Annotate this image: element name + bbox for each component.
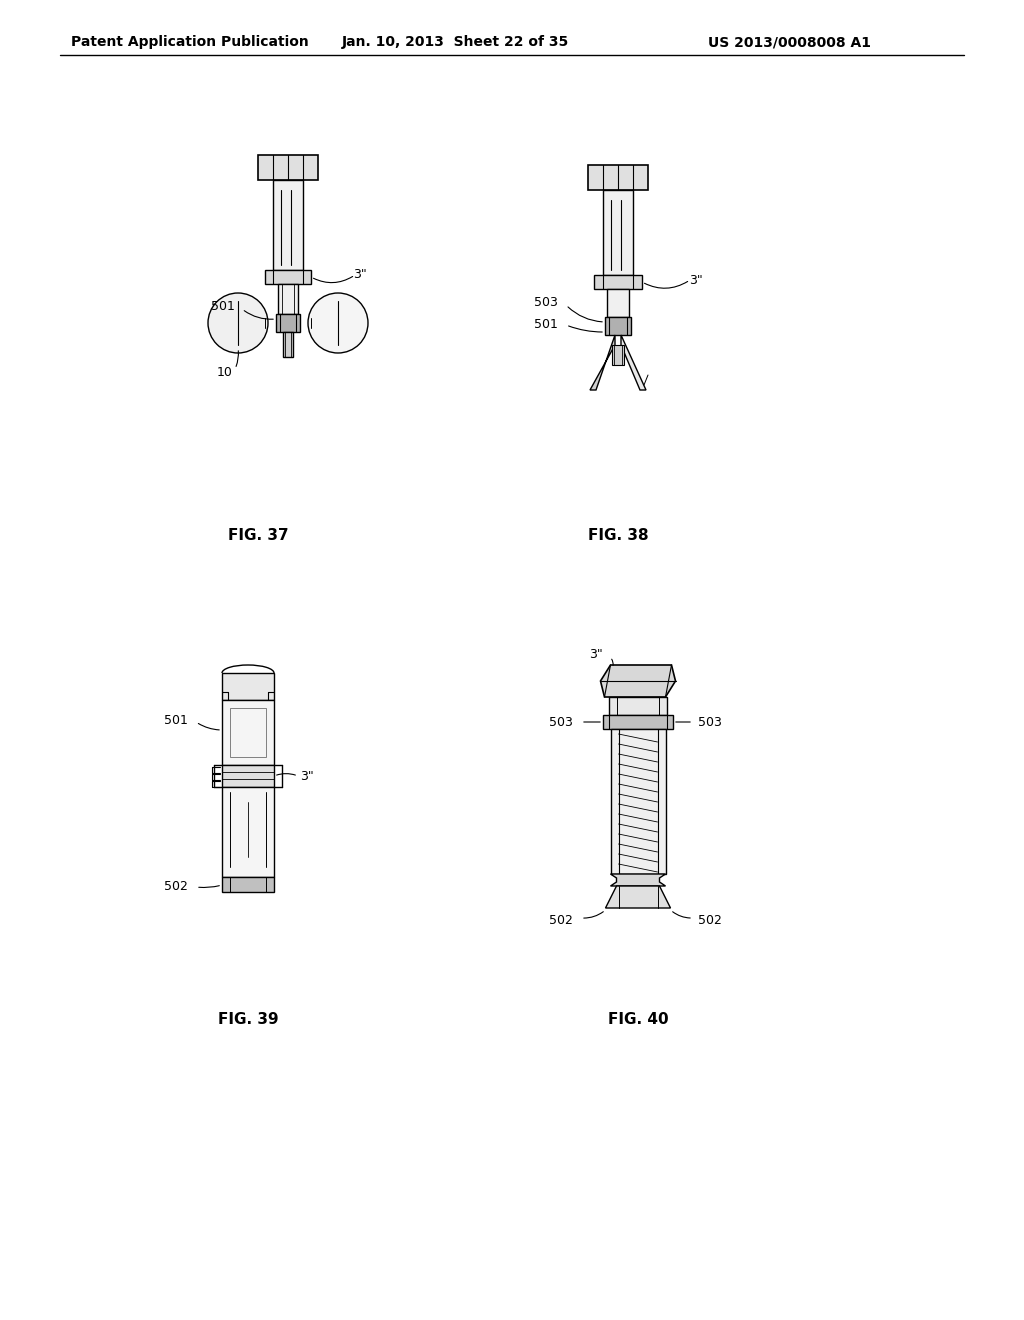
Polygon shape — [222, 876, 274, 892]
Text: FIG. 38: FIG. 38 — [588, 528, 648, 543]
Text: 3": 3" — [300, 770, 313, 783]
Polygon shape — [603, 715, 673, 729]
Text: 503: 503 — [549, 715, 573, 729]
Polygon shape — [222, 673, 274, 700]
Polygon shape — [610, 729, 666, 874]
Polygon shape — [276, 314, 300, 333]
Polygon shape — [594, 275, 642, 289]
Circle shape — [308, 293, 368, 352]
Polygon shape — [265, 271, 311, 284]
Text: 10: 10 — [217, 366, 232, 379]
Polygon shape — [607, 289, 629, 317]
Polygon shape — [590, 335, 615, 389]
Polygon shape — [273, 180, 303, 271]
Circle shape — [208, 293, 268, 352]
Polygon shape — [222, 787, 274, 876]
Polygon shape — [258, 154, 318, 180]
Text: FIG. 40: FIG. 40 — [607, 1012, 669, 1027]
Polygon shape — [222, 700, 274, 766]
Polygon shape — [612, 345, 624, 366]
Text: 502: 502 — [549, 913, 573, 927]
Text: 3": 3" — [689, 273, 702, 286]
Text: 502: 502 — [698, 913, 722, 927]
Text: 503: 503 — [698, 715, 722, 729]
Text: 501: 501 — [211, 300, 234, 313]
Polygon shape — [605, 886, 671, 908]
Text: US 2013/0008008 A1: US 2013/0008008 A1 — [709, 36, 871, 49]
Polygon shape — [278, 284, 298, 314]
Polygon shape — [610, 874, 666, 886]
Text: 501: 501 — [535, 318, 558, 331]
Text: 501: 501 — [164, 714, 188, 726]
Text: Jan. 10, 2013  Sheet 22 of 35: Jan. 10, 2013 Sheet 22 of 35 — [341, 36, 568, 49]
Text: FIG. 37: FIG. 37 — [227, 528, 289, 543]
Text: FIG. 39: FIG. 39 — [218, 1012, 279, 1027]
Text: 502: 502 — [164, 880, 188, 894]
Polygon shape — [588, 165, 648, 190]
Text: 3": 3" — [353, 268, 367, 281]
Text: Patent Application Publication: Patent Application Publication — [71, 36, 309, 49]
Bar — [230, 708, 266, 756]
Polygon shape — [609, 697, 667, 715]
Text: 3": 3" — [589, 648, 603, 661]
Polygon shape — [605, 317, 631, 335]
Polygon shape — [283, 333, 293, 356]
Polygon shape — [600, 665, 676, 697]
Polygon shape — [222, 766, 274, 787]
Polygon shape — [603, 190, 633, 275]
Polygon shape — [621, 335, 646, 389]
Text: 503: 503 — [535, 296, 558, 309]
